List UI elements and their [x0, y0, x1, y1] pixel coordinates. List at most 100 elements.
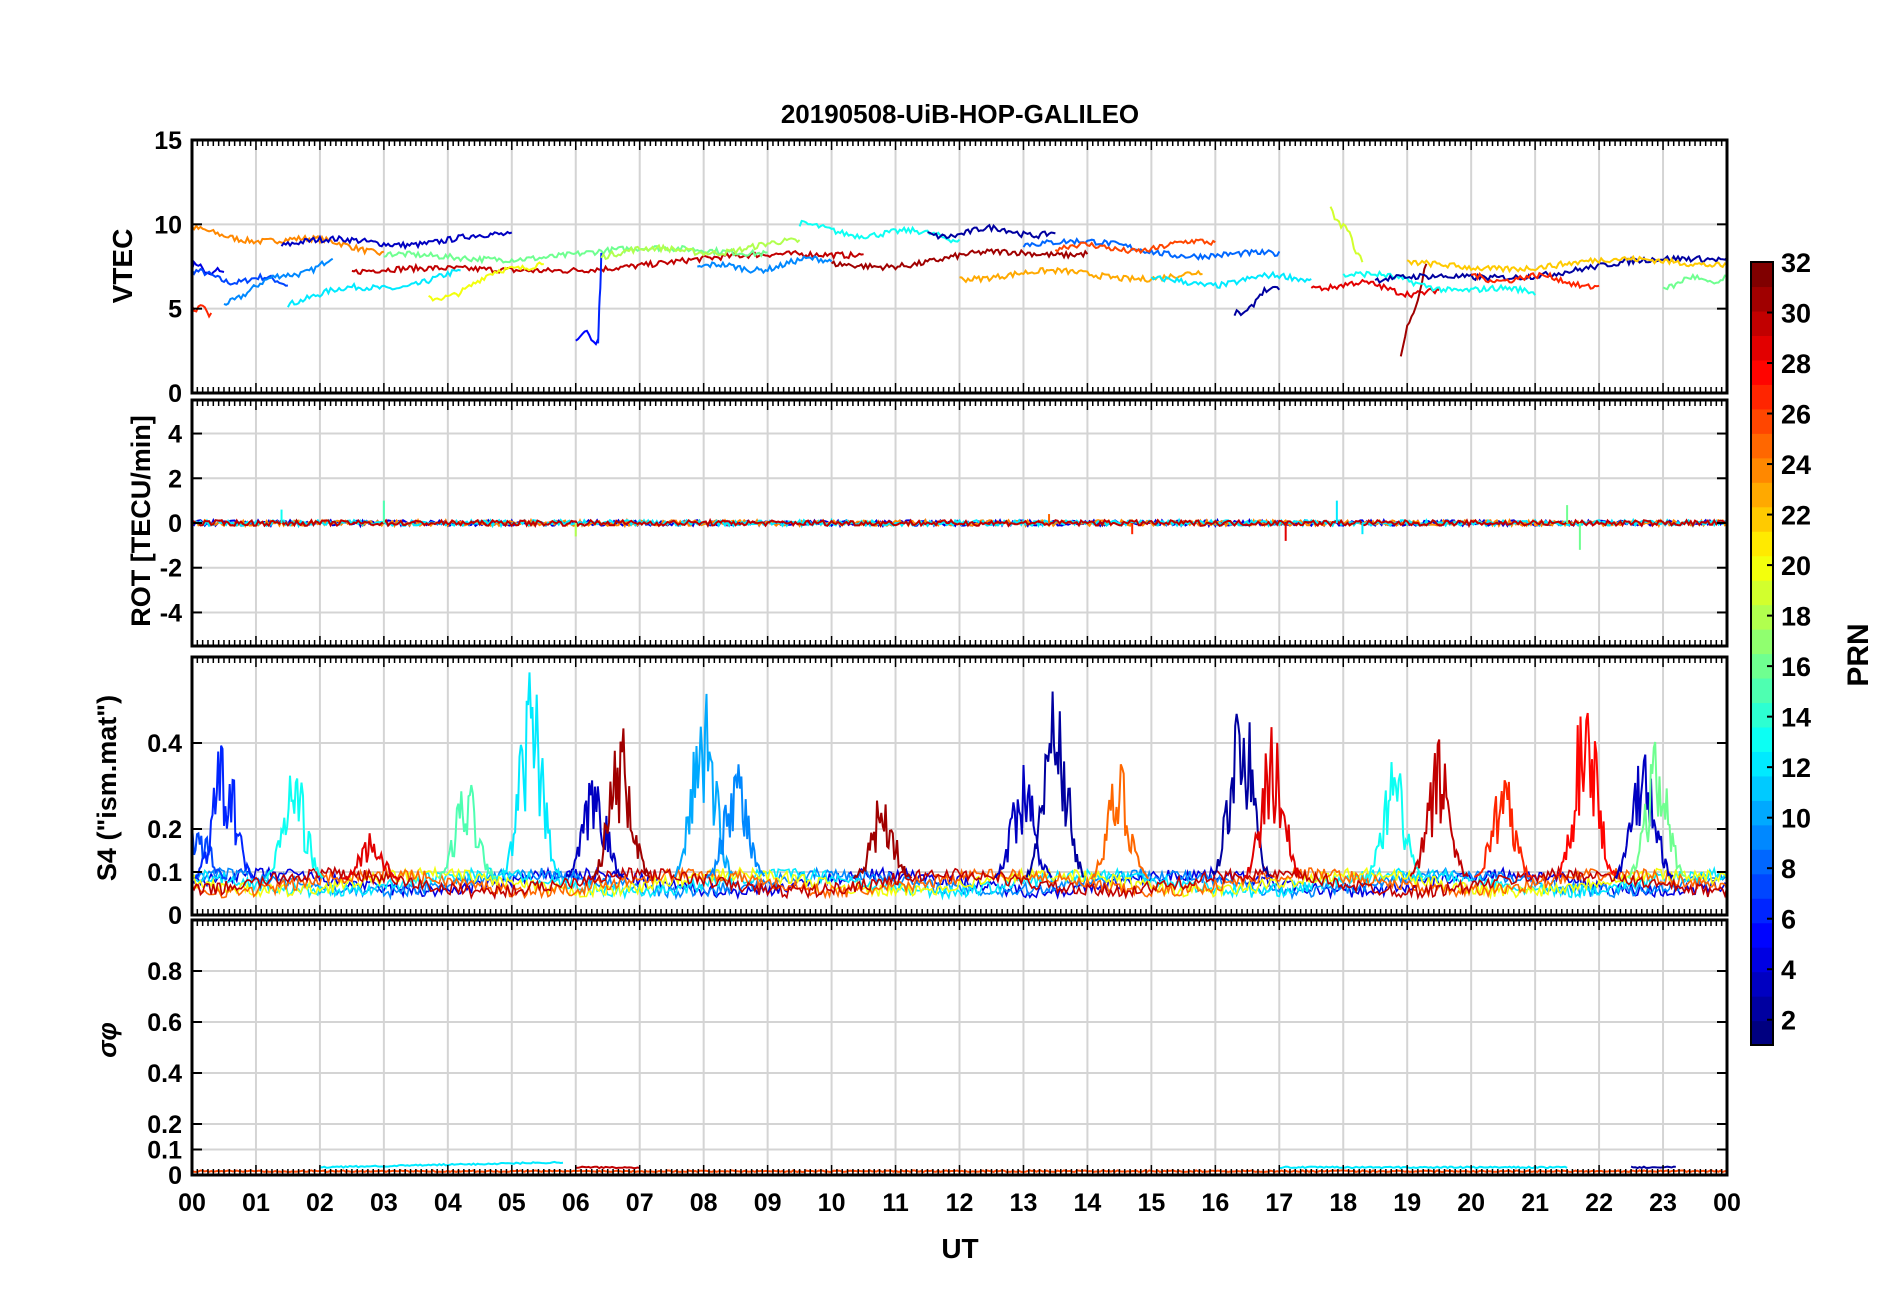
colorbar-tick-label: 14 [1781, 703, 1811, 733]
colorbar-segment [1751, 898, 1773, 924]
s4-burst-prn-13 [265, 775, 324, 880]
y-tick-label: 0.6 [147, 1009, 182, 1037]
colorbar-segment [1751, 531, 1773, 557]
colorbar-segment [1751, 922, 1773, 948]
s4-burst-prn-25 [1090, 763, 1150, 880]
x-tick-label: 00 [1713, 1189, 1741, 1217]
colorbar-tick-label: 8 [1781, 854, 1796, 884]
s4-burst-prn-31 [853, 800, 913, 879]
series-line-prn-5 [575, 329, 600, 346]
series-line-prn-16 [383, 244, 768, 265]
colorbar-segment [1751, 824, 1773, 850]
s4-burst-prn-30 [1409, 739, 1469, 878]
s4-burst-prn-29 [341, 833, 401, 880]
series-line-prn-3 [280, 230, 513, 251]
series-line-prn-26 [1054, 238, 1216, 255]
s4-burst-prn-3 [1614, 754, 1674, 880]
colorbar-segment [1751, 482, 1773, 508]
x-tick-label: 16 [1201, 1189, 1229, 1217]
colorbar-segment [1751, 800, 1773, 826]
x-tick-label: 12 [946, 1189, 974, 1217]
x-tick-label: 09 [754, 1189, 782, 1217]
y-tick-label: 0.4 [147, 730, 182, 758]
x-tick-label: 19 [1393, 1189, 1421, 1217]
x-tick-label: 10 [818, 1189, 846, 1217]
colorbar-segment [1751, 433, 1773, 459]
s4-ylabel-text: S4 ("ism.mat") [92, 695, 122, 881]
y-tick-label: 0 [168, 902, 182, 930]
colorbar-tick-label: 12 [1781, 753, 1811, 783]
colorbar-segment [1751, 580, 1773, 606]
colorbar-segment [1751, 873, 1773, 899]
y-tick-label: 0.2 [147, 1111, 182, 1139]
s4-burst-prn-13 [1364, 762, 1424, 880]
series-line-prn-2 [1630, 1165, 1676, 1170]
s4-baseline-prn-9 [192, 866, 1727, 901]
s4-burst-prn-27 [1474, 779, 1533, 879]
series-line-prn-30 [351, 249, 864, 276]
y-tick-label: -4 [160, 599, 182, 627]
x-tick-label: 07 [626, 1189, 654, 1217]
s4-burst-prn-15 [437, 784, 497, 880]
x-tick-label: 08 [690, 1189, 718, 1217]
s4-burst-prn-16 [1627, 741, 1686, 880]
y-tick-label: 10 [154, 211, 182, 239]
s4-burst-prn-29 [1243, 727, 1302, 879]
y-tick-label: 2 [168, 465, 182, 493]
y-tick-label: 5 [168, 296, 182, 324]
series-line-prn-31 [1399, 263, 1428, 357]
x-tick-label: 21 [1521, 1189, 1549, 1217]
y-tick-label: 0.1 [147, 1137, 182, 1165]
series-line-prn-27 [1470, 271, 1600, 290]
colorbar-segment [1751, 262, 1773, 288]
s4-burst-prn-2 [1025, 691, 1085, 878]
series-line-prn-9 [223, 257, 334, 306]
y-tick-label: 0 [168, 510, 182, 538]
series-line-prn-16 [1662, 273, 1727, 291]
y-axis-label-sigma: σφ [92, 1022, 122, 1058]
x-tick-label: 05 [498, 1189, 526, 1217]
colorbar-segment [1751, 457, 1773, 483]
series-line-prn-13 [798, 219, 961, 244]
y-tick-label: 0.8 [147, 958, 182, 986]
colorbar-tick-label: 30 [1781, 299, 1811, 329]
s4-burst-prn-9 [705, 764, 766, 879]
y-tick-label: -2 [160, 555, 182, 583]
series-line-prn-7 [192, 267, 288, 287]
s4-burst-prn-3 [994, 764, 1053, 879]
panel-vtec-data [192, 206, 1727, 357]
series-line-prn-30 [192, 517, 1727, 529]
x-tick-label: 15 [1137, 1189, 1165, 1217]
x-tick-label: 20 [1457, 1189, 1485, 1217]
colorbar-segment [1751, 653, 1773, 679]
s4-burst-prn-12 [501, 672, 561, 878]
colorbar-segment [1751, 408, 1773, 434]
colorbar-segment [1751, 971, 1773, 997]
y-tick-label: 0.4 [147, 1060, 182, 1088]
y-tick-label: 0.2 [147, 816, 182, 844]
series-line-prn-27 [192, 304, 213, 319]
colorbar-tick-label: 16 [1781, 652, 1811, 682]
colorbar-segment [1751, 384, 1773, 410]
series-line-prn-8 [1022, 237, 1281, 261]
y-tick-label: 0 [168, 1162, 182, 1190]
colorbar-tick-label: 32 [1781, 248, 1811, 278]
colorbar-segment [1751, 849, 1773, 875]
x-tick-label: 11 [882, 1189, 909, 1217]
colorbar-segment [1751, 335, 1773, 361]
x-axis-label: UT [941, 1233, 978, 1264]
y-axis-label-s4: S4 ("ism.mat") [92, 695, 122, 881]
series-line-prn-23 [959, 266, 1203, 284]
colorbar-tick-label: 10 [1781, 804, 1811, 834]
panel-s4: 0 0.1 0.2 0.4 [147, 655, 1729, 930]
series-line-prn-13 [1342, 270, 1536, 296]
x-tick-label: 03 [370, 1189, 398, 1217]
colorbar-tick-label: 2 [1781, 1006, 1796, 1036]
x-tick-label: 01 [242, 1189, 270, 1217]
x-tick-label: 14 [1074, 1189, 1102, 1217]
colorbar-tick-label: 4 [1781, 955, 1796, 985]
x-tick-label: 04 [434, 1189, 462, 1217]
series-line-prn-12 [287, 268, 461, 308]
y-axis-label-vtec: VTEC [107, 229, 138, 304]
